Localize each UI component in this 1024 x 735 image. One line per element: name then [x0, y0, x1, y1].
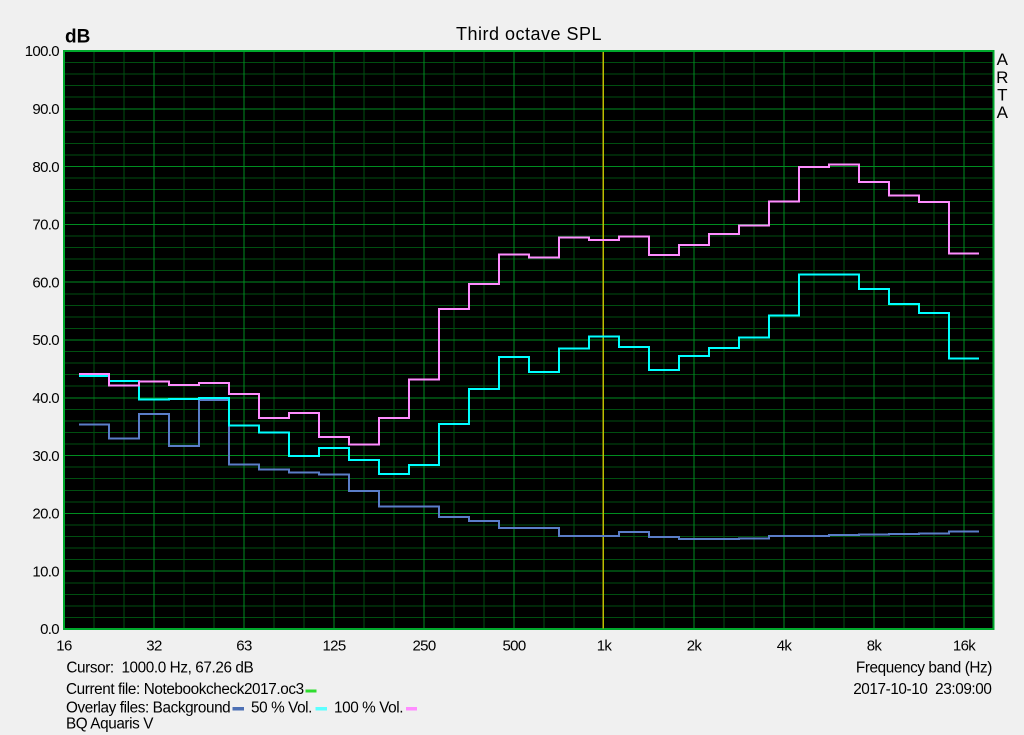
svg-text:0.0: 0.0: [40, 621, 59, 638]
svg-text:60.0: 60.0: [32, 274, 59, 291]
svg-text:70.0: 70.0: [32, 217, 59, 234]
svg-text:90.0: 90.0: [32, 101, 59, 118]
svg-text:125: 125: [322, 638, 345, 655]
svg-text:63: 63: [236, 638, 252, 655]
svg-text:16: 16: [56, 638, 72, 655]
svg-text:Third octave SPL: Third octave SPL: [456, 24, 602, 44]
svg-text:100 % Vol.: 100 % Vol.: [334, 700, 403, 717]
svg-text:2017-10-10 23:09:00: 2017-10-10 23:09:00: [853, 681, 991, 698]
svg-text:8k: 8k: [867, 638, 883, 655]
svg-text:T: T: [997, 86, 1007, 105]
svg-text:BQ Aquaris V: BQ Aquaris V: [66, 716, 154, 733]
svg-text:4k: 4k: [777, 638, 793, 655]
svg-text:40.0: 40.0: [32, 390, 59, 407]
svg-text:Frequency band (Hz): Frequency band (Hz): [856, 659, 992, 676]
svg-text:Cursor: 1000.0 Hz, 67.26 dB: Cursor: 1000.0 Hz, 67.26 dB: [66, 659, 253, 676]
svg-text:1k: 1k: [597, 638, 613, 655]
svg-text:16k: 16k: [953, 638, 976, 655]
svg-text:10.0: 10.0: [32, 563, 59, 580]
svg-text:A: A: [997, 103, 1009, 122]
svg-text:250: 250: [412, 638, 435, 655]
svg-text:20.0: 20.0: [32, 506, 59, 523]
svg-text:100.0: 100.0: [25, 43, 60, 60]
svg-text:Current file: Notebookcheck201: Current file: Notebookcheck2017.oc3: [66, 681, 304, 698]
svg-text:A: A: [997, 50, 1009, 69]
svg-text:500: 500: [502, 638, 525, 655]
svg-text:50.0: 50.0: [32, 332, 59, 349]
svg-text:dB: dB: [65, 27, 90, 48]
svg-text:R: R: [996, 68, 1008, 87]
svg-text:2k: 2k: [687, 638, 703, 655]
svg-text:80.0: 80.0: [32, 159, 59, 176]
svg-text:Overlay files: Background: Overlay files: Background: [66, 700, 230, 717]
svg-text:32: 32: [146, 638, 162, 655]
svg-text:30.0: 30.0: [32, 448, 59, 465]
svg-text:50 % Vol.: 50 % Vol.: [251, 700, 312, 717]
